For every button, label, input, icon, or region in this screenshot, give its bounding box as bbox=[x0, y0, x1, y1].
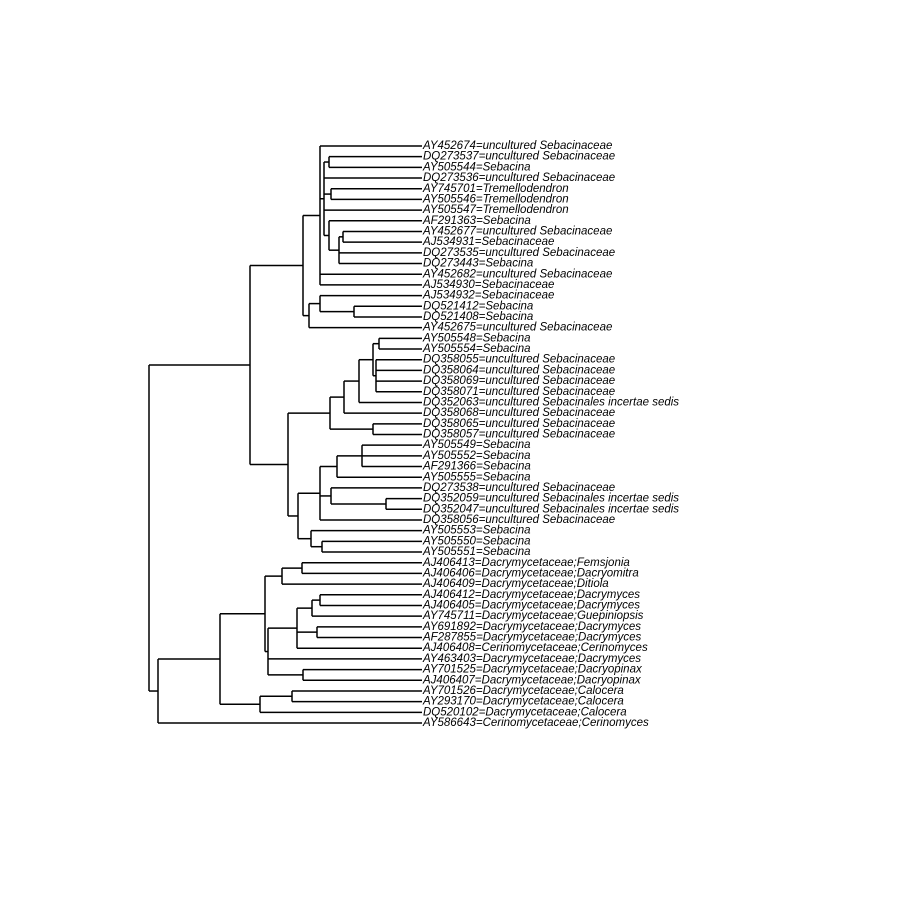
leaf-label: DQ358071=uncultured Sebacinaceae bbox=[423, 386, 615, 398]
leaf-label: AY452682=uncultured Sebacinaceae bbox=[422, 268, 612, 280]
leaf-label: DQ273535=uncultured Sebacinaceae bbox=[423, 247, 615, 259]
leaf-label: AJ406412=Dacrymycetaceae;Dacrymyces bbox=[422, 589, 640, 601]
leaf-label: AY505551=Sebacina bbox=[422, 546, 531, 558]
leaf-label: DQ352059=uncultured Sebacinales incertae… bbox=[423, 493, 679, 505]
leaf-label: AY505552=Sebacina bbox=[422, 450, 531, 462]
leaf-label: AY745711=Dacrymycetaceae;Guepiniopsis bbox=[422, 610, 644, 622]
leaf-label: AY505546=Tremellodendron bbox=[422, 193, 569, 205]
leaf-label: DQ358056=uncultured Sebacinaceae bbox=[423, 514, 615, 526]
leaf-label: DQ521408=Sebacina bbox=[423, 311, 533, 323]
leaf-label: DQ352047=uncultured Sebacinales incertae… bbox=[423, 503, 679, 515]
leaf-label: AJ406408=Cerinomycetaceae;Cerinomyces bbox=[422, 642, 648, 654]
leaf-label: DQ520102=Dacrymycetaceae;Calocera bbox=[423, 706, 627, 718]
leaf-label: DQ273538=uncultured Sebacinaceae bbox=[423, 482, 615, 494]
leaf-label: AF291363=Sebacina bbox=[422, 215, 531, 227]
leaf-label: AY463403=Dacrymycetaceae;Dacrymyces bbox=[422, 653, 641, 665]
leaf-label: AY505547=Tremellodendron bbox=[422, 204, 569, 216]
leaf-label: DQ358057=uncultured Sebacinaceae bbox=[423, 429, 615, 441]
leaf-label: DQ358064=uncultured Sebacinaceae bbox=[423, 364, 615, 376]
leaf-label: AJ406407=Dacrymycetaceae;Dacryopinax bbox=[422, 674, 642, 686]
leaf-label: AY293170=Dacrymycetaceae;Calocera bbox=[422, 696, 624, 708]
leaf-label: AY452675=uncultured Sebacinaceae bbox=[422, 322, 612, 334]
leaf-label: AY745701=Tremellodendron bbox=[422, 183, 569, 195]
leaf-label: AY691892=Dacrymycetaceae;Dacrymyces bbox=[422, 621, 641, 633]
leaf-label: AY505549=Sebacina bbox=[422, 439, 531, 451]
leaf-label: DQ273443=Sebacina bbox=[423, 258, 533, 270]
leaf-label: AY505555=Sebacina bbox=[422, 471, 531, 483]
leaf-label: AJ534931=Sebacinaceae bbox=[422, 236, 554, 248]
leaf-label: AY505550=Sebacina bbox=[422, 535, 531, 547]
leaf-label: AY701526=Dacrymycetaceae;Calocera bbox=[422, 685, 624, 697]
leaf-label: AJ534930=Sebacinaceae bbox=[422, 279, 554, 291]
leaf-label: DQ521412=Sebacina bbox=[423, 300, 533, 312]
leaf-label: DQ352063=uncultured Sebacinales incertae… bbox=[423, 396, 679, 408]
leaf-label: AF291366=Sebacina bbox=[422, 461, 531, 473]
leaf-label: AY505548=Sebacina bbox=[422, 332, 531, 344]
leaf-label: DQ358055=uncultured Sebacinaceae bbox=[423, 354, 615, 366]
leaf-label: AJ534932=Sebacinaceae bbox=[422, 290, 554, 302]
leaf-label: DQ358068=uncultured Sebacinaceae bbox=[423, 407, 615, 419]
leaf-label: AY505544=Sebacina bbox=[422, 161, 531, 173]
leaf-label: DQ358069=uncultured Sebacinaceae bbox=[423, 375, 615, 387]
leaf-label: DQ273536=uncultured Sebacinaceae bbox=[423, 172, 615, 184]
leaf-label: AY452674=uncultured Sebacinaceae bbox=[422, 140, 612, 152]
leaf-label: AY505554=Sebacina bbox=[422, 343, 531, 355]
leaf-label: AJ406413=Dacrymycetaceae;Femsjonia bbox=[422, 557, 630, 569]
leaf-label: AJ406406=Dacrymycetaceae;Dacryomitra bbox=[422, 567, 639, 579]
leaf-label: AJ406409=Dacrymycetaceae;Ditiola bbox=[422, 578, 609, 590]
leaf-label: DQ358065=uncultured Sebacinaceae bbox=[423, 418, 615, 430]
leaf-label: AY452677=uncultured Sebacinaceae bbox=[422, 226, 612, 238]
leaf-label: AF287855=Dacrymycetaceae;Dacrymyces bbox=[422, 632, 642, 644]
leaf-label: AY505553=Sebacina bbox=[422, 525, 531, 537]
leaf-label: AJ406405=Dacrymycetaceae;Dacrymyces bbox=[422, 599, 640, 611]
leaf-label: AY701525=Dacrymycetaceae;Dacryopinax bbox=[422, 664, 643, 676]
leaf-label: DQ273537=uncultured Sebacinaceae bbox=[423, 151, 615, 163]
leaf-label: AY586643=Cerinomycetaceae;Cerinomyces bbox=[422, 717, 649, 729]
